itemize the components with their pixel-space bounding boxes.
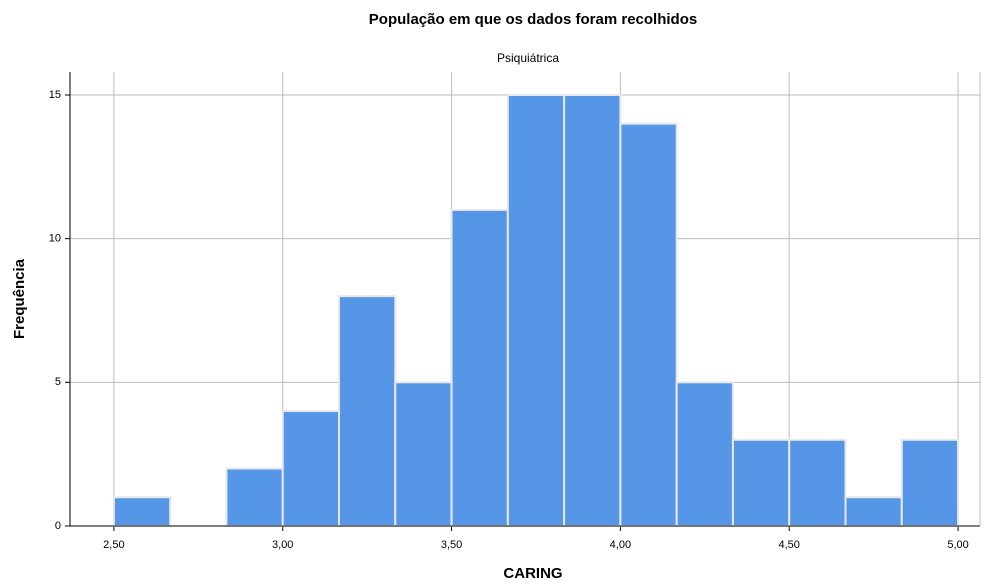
y-axis-label: Frequência xyxy=(11,258,28,339)
y-tick-label: 5 xyxy=(55,376,61,388)
bar xyxy=(338,295,397,527)
bar xyxy=(675,381,734,527)
bar xyxy=(450,208,509,528)
x-tick-label: 4,50 xyxy=(779,539,800,551)
y-tick-label: 0 xyxy=(55,520,61,532)
x-tick-label: 5,00 xyxy=(947,539,968,551)
chart-title: População em que os dados foram recolhid… xyxy=(369,11,697,28)
y-tick-label: 10 xyxy=(49,233,61,245)
bar xyxy=(731,438,791,527)
bar xyxy=(394,381,453,527)
bar xyxy=(844,496,903,527)
bar xyxy=(506,93,566,528)
bar xyxy=(281,410,341,527)
bar xyxy=(619,122,678,527)
y-tick-label: 15 xyxy=(49,89,61,101)
x-tick-label: 3,00 xyxy=(272,539,293,551)
bar xyxy=(112,496,172,527)
bar xyxy=(563,93,622,528)
bar xyxy=(788,438,847,527)
bar xyxy=(225,467,284,527)
chart-subtitle: Psiquiátrica xyxy=(497,51,559,65)
x-tick-label: 3,50 xyxy=(441,539,462,551)
x-axis-label: CARING xyxy=(503,565,562,582)
x-tick-label: 2,50 xyxy=(103,539,124,551)
x-tick-label: 4,00 xyxy=(610,539,631,551)
bar xyxy=(900,438,960,527)
